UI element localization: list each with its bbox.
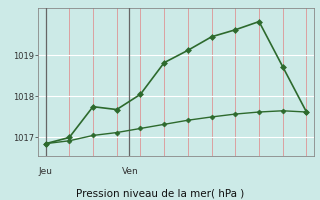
Text: Pression niveau de la mer( hPa ): Pression niveau de la mer( hPa ) <box>76 188 244 198</box>
Text: Ven: Ven <box>121 167 138 176</box>
Text: Jeu: Jeu <box>38 167 52 176</box>
